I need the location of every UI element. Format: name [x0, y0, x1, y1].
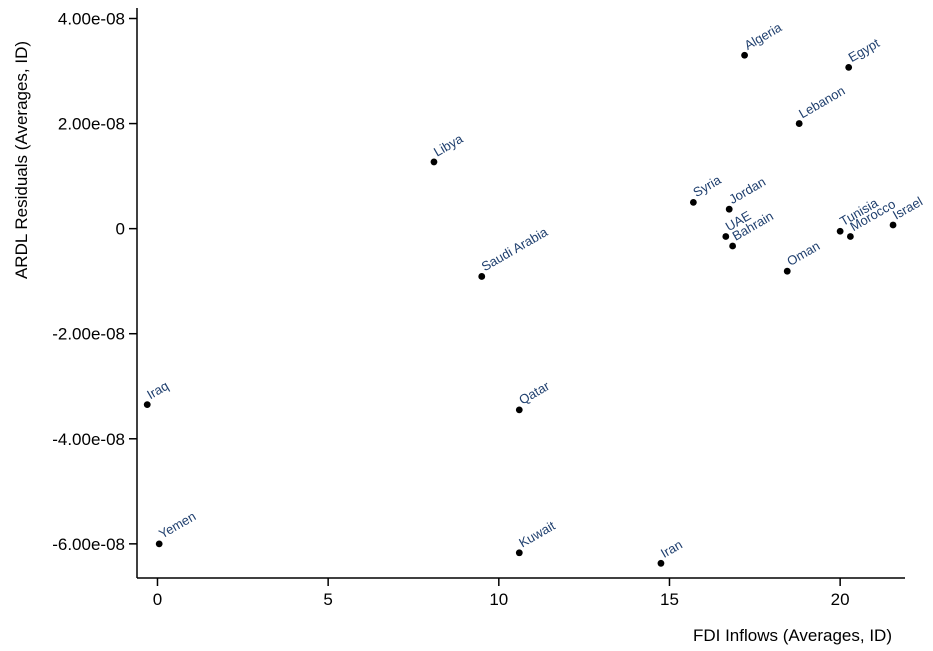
x-tick-label: 10 — [489, 590, 508, 609]
point-marker — [155, 540, 163, 548]
point-marker — [845, 63, 853, 71]
x-tick-label: 0 — [153, 590, 162, 609]
point-marker — [515, 549, 523, 557]
y-tick-label: -2.00e-08 — [52, 325, 125, 344]
x-axis-ticks: 0 5 10 15 20 — [153, 578, 850, 609]
y-axis-title: ARDL Residuals (Averages, ID) — [12, 41, 31, 279]
point-marker — [515, 406, 523, 414]
point-marker — [430, 158, 438, 166]
point-marker — [783, 267, 791, 275]
y-tick-label: 4.00e-08 — [58, 10, 125, 29]
y-tick-label: 0 — [116, 220, 125, 239]
point-marker — [795, 120, 803, 127]
point-marker — [846, 233, 854, 240]
point-marker — [836, 227, 844, 235]
x-tick-label: 20 — [831, 590, 850, 609]
y-tick-label: 2.00e-08 — [58, 115, 125, 134]
point-marker — [725, 205, 733, 213]
x-tick-label: 5 — [323, 590, 332, 609]
point-marker — [722, 233, 730, 240]
point-marker — [143, 401, 151, 409]
y-tick-label: -6.00e-08 — [52, 535, 125, 554]
point-marker — [478, 273, 486, 280]
x-axis-title: FDI Inflows (Averages, ID) — [693, 626, 892, 645]
point-marker — [741, 51, 748, 59]
point-marker — [689, 198, 697, 206]
y-axis-ticks: 4.00e-08 2.00e-08 0 -2.00e-08 -4.00e-08 -6.00… — [52, 10, 137, 554]
x-tick-label: 15 — [660, 590, 679, 609]
point-marker — [889, 221, 897, 229]
y-tick-label: -4.00e-08 — [52, 430, 125, 449]
point-marker — [657, 559, 665, 567]
point-marker — [729, 242, 737, 250]
